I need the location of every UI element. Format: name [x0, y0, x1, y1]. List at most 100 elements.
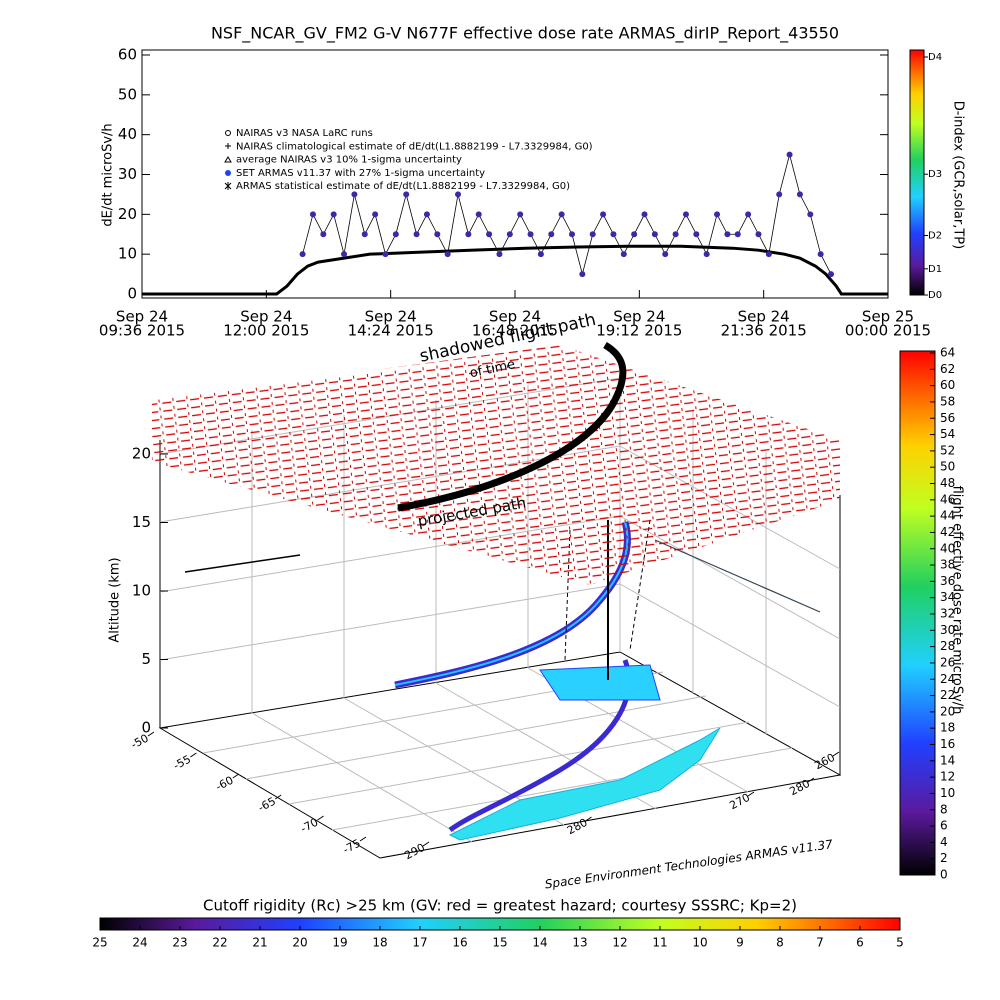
point — [517, 211, 524, 218]
colorbar-tick-label: 24 — [940, 672, 955, 686]
colorbar-tick-label: 54 — [940, 427, 955, 441]
colorbar-tick-label: 34 — [940, 590, 955, 604]
point — [745, 211, 752, 218]
x-tick-label: Sep 25 — [862, 308, 914, 326]
point — [786, 151, 793, 158]
point — [755, 231, 762, 238]
colorbar-tick-label: 44 — [940, 509, 955, 523]
point — [372, 211, 379, 218]
point — [703, 251, 710, 258]
colorbar — [909, 49, 925, 296]
axis-tick-label: -70 — [298, 816, 320, 836]
point — [444, 251, 451, 258]
point — [672, 231, 679, 238]
axis-tick-label: 290 — [402, 841, 427, 862]
point — [392, 231, 399, 238]
point — [558, 211, 565, 218]
colorbar-tick-label: 62 — [940, 362, 955, 376]
colorbar2-tick-label: 15 — [492, 936, 507, 950]
colorbar-tick-label: 0 — [940, 868, 948, 882]
axis-tick — [359, 836, 367, 842]
axis-tick-label: 280 — [787, 777, 812, 798]
colorbar-tick-label: 56 — [940, 411, 955, 425]
colorbar2-tick-label: 12 — [612, 936, 627, 950]
z-tick-label: 15 — [132, 513, 151, 531]
colorbar2-tick-label: 5 — [896, 936, 904, 950]
colorbar-tick-label: D3 — [928, 169, 942, 180]
point — [413, 231, 420, 238]
point — [796, 191, 803, 198]
point — [610, 231, 617, 238]
colorbar-tick-label: 14 — [940, 753, 955, 767]
colorbar-tick-label: 2 — [940, 851, 948, 865]
colorbar-tick-label: 42 — [940, 525, 955, 539]
legend-label: NAIRAS climatological estimate of dE/dt(… — [236, 141, 593, 152]
shadowed-path — [397, 341, 627, 512]
colorbar-tick-label: D2 — [928, 231, 942, 242]
z-tick-label: 0 — [141, 719, 151, 737]
x-tick-label: 12:00 2015 — [223, 322, 309, 340]
point — [600, 211, 607, 218]
point — [724, 231, 731, 238]
axis-tick — [832, 751, 840, 757]
x-tick-label: 00:00 2015 — [845, 322, 931, 340]
colorbar-tick-label: 48 — [940, 476, 955, 490]
colorbar-tick-label: 26 — [940, 655, 955, 669]
point — [506, 231, 513, 238]
colorbar2-tick-label: 11 — [652, 936, 667, 950]
axis-tick — [422, 841, 430, 847]
colorbar-tick-label: 10 — [940, 786, 955, 800]
colorbar2-tick-label: 16 — [452, 936, 467, 950]
point — [361, 231, 368, 238]
point — [486, 231, 493, 238]
z-tick-label: 10 — [132, 582, 151, 600]
point — [817, 251, 824, 258]
colorbar2-tick-label: 20 — [292, 936, 307, 950]
point — [631, 231, 638, 238]
colorbar-tick-label: 6 — [940, 819, 948, 833]
point — [734, 231, 741, 238]
colorbar-tick-label: 32 — [940, 607, 955, 621]
point — [548, 231, 555, 238]
x-tick-label: Sep 24 — [116, 308, 168, 326]
colorbar2-tick-label: 9 — [736, 936, 744, 950]
axis-tick — [274, 794, 282, 800]
point — [465, 231, 472, 238]
point — [568, 231, 575, 238]
colorbar-tick-label: D0 — [928, 290, 942, 301]
colorbar-tick-label: 60 — [940, 378, 955, 392]
point — [299, 251, 306, 258]
point — [641, 211, 648, 218]
colorbar-tick-label: 64 — [940, 346, 955, 360]
point — [434, 231, 441, 238]
colorbar2-tick-label: 22 — [212, 936, 227, 950]
flight-path — [184, 519, 821, 841]
colorbar-tick-label: 4 — [940, 835, 948, 849]
point — [382, 251, 389, 258]
point — [455, 191, 462, 198]
legend-label: SET ARMAS v11.37 with 27% 1-sigma uncert… — [236, 168, 485, 179]
colorbar-tick-label: 52 — [940, 443, 955, 457]
colorbar2-tick-label: 17 — [412, 936, 427, 950]
colorbar2-tick-label: 23 — [172, 936, 187, 950]
axis-tick — [232, 773, 240, 779]
colorbar-tick-label: 28 — [940, 639, 955, 653]
point — [496, 251, 503, 258]
credit: Space Environment Technologies ARMAS v11… — [544, 837, 834, 891]
axis-tick-label: -75 — [341, 837, 363, 857]
x-tick-label: Sep 24 — [738, 308, 790, 326]
point — [309, 211, 316, 218]
point — [423, 211, 430, 218]
y-tick-label: 20 — [118, 205, 137, 223]
point — [807, 211, 814, 218]
z-tick-label: 5 — [141, 650, 151, 668]
point — [589, 231, 596, 238]
x-tick-label: Sep 24 — [613, 308, 665, 326]
legend — [224, 130, 232, 190]
axis-tick — [190, 752, 197, 758]
point — [714, 211, 721, 218]
point — [341, 251, 348, 258]
axis-tick — [585, 816, 592, 822]
series-line — [142, 244, 888, 296]
